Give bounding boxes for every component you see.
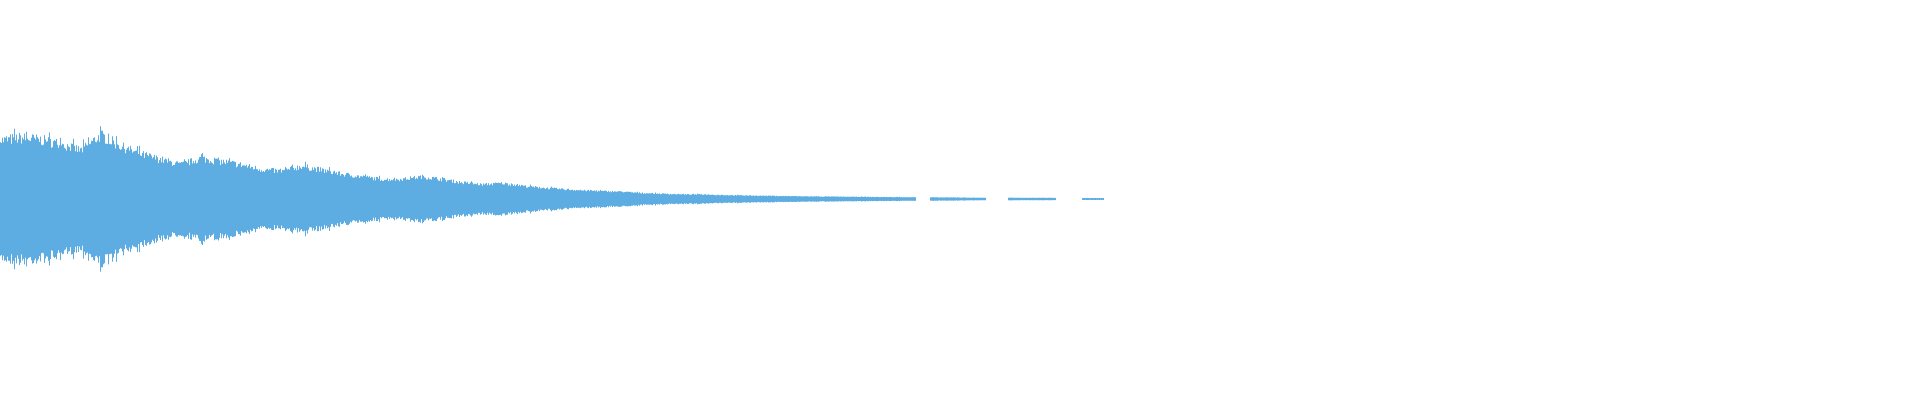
waveform-channel-path: [0, 126, 1104, 272]
